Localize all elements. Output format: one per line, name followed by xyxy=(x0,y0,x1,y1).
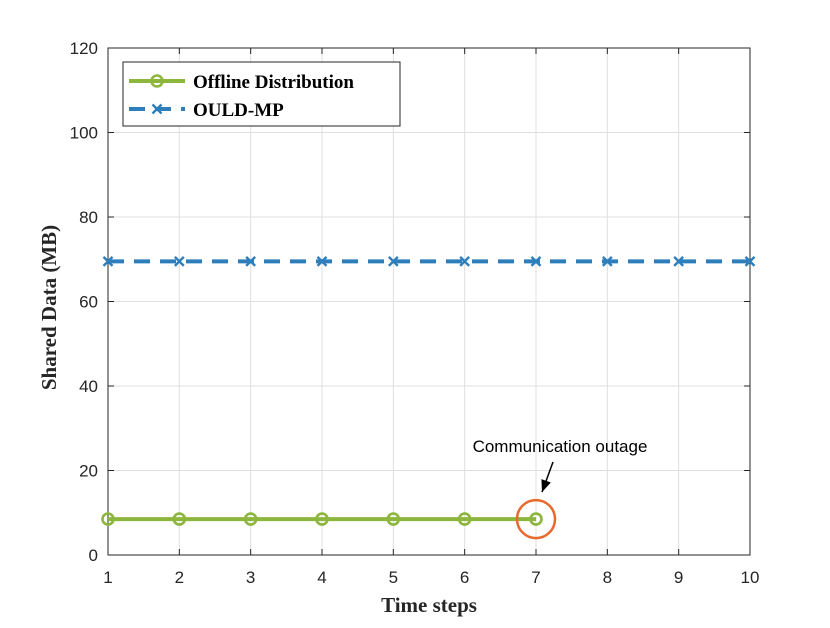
x-marker-stroke xyxy=(673,256,685,267)
y-axis-title: Shared Data (MB) xyxy=(37,225,61,390)
x-marker-stroke xyxy=(744,256,756,267)
x-marker-stroke xyxy=(530,256,542,267)
annotation-arrow-head xyxy=(541,479,551,493)
y-tick-label: 80 xyxy=(79,208,98,227)
legend: Offline Distribution OULD-MP xyxy=(122,61,401,127)
legend-entry: Offline Distribution xyxy=(129,72,354,93)
y-tick-label: 100 xyxy=(70,124,98,143)
legend-box xyxy=(122,61,401,127)
data-point xyxy=(744,256,756,267)
legend-marker xyxy=(151,103,163,115)
x-tick-label: 3 xyxy=(246,568,255,587)
legend-entry: OULD-MP xyxy=(129,100,284,121)
data-point xyxy=(530,256,542,267)
x-tick-label: 10 xyxy=(741,568,760,587)
data-point xyxy=(386,512,401,526)
y-tick-label: 40 xyxy=(79,377,98,396)
y-tick-label: 60 xyxy=(79,293,98,312)
x-marker-stroke xyxy=(102,256,114,267)
x-tick-label: 5 xyxy=(389,568,398,587)
x-axis-title: Time steps xyxy=(381,593,477,617)
x-marker-stroke xyxy=(601,256,613,267)
x-tick-label: 6 xyxy=(460,568,469,587)
x-marker-stroke xyxy=(459,256,471,267)
data-point xyxy=(315,512,329,526)
y-tick-label: 20 xyxy=(79,462,98,481)
y-tick-label: 120 xyxy=(70,39,98,58)
data-point xyxy=(673,256,685,267)
legend-label: Offline Distribution xyxy=(193,72,354,93)
data-point xyxy=(457,512,472,526)
data-point xyxy=(459,256,471,267)
outage-highlight-circle xyxy=(515,498,557,540)
x-tick-label: 2 xyxy=(175,568,184,587)
x-marker-stroke xyxy=(151,103,163,115)
series-ould-mp xyxy=(102,256,756,267)
data-point xyxy=(245,256,257,267)
series-layer xyxy=(101,256,756,526)
data-point xyxy=(101,512,115,526)
x-tick-label: 4 xyxy=(317,568,326,587)
data-point xyxy=(243,512,258,526)
data-point xyxy=(387,256,399,267)
annotation-layer: Communication outage xyxy=(473,437,648,540)
x-tick-label: 7 xyxy=(531,568,540,587)
x-marker-stroke xyxy=(245,256,257,267)
series-offline-distribution xyxy=(101,512,543,526)
annotation-label: Communication outage xyxy=(473,437,648,456)
x-marker-stroke xyxy=(316,256,328,267)
x-tick-label: 9 xyxy=(674,568,683,587)
legend-marker xyxy=(150,74,164,88)
data-point xyxy=(173,256,185,267)
legend-label: OULD-MP xyxy=(193,100,284,121)
x-tick-label: 1 xyxy=(103,568,112,587)
data-point xyxy=(102,256,114,267)
x-marker-stroke xyxy=(387,256,399,267)
data-point xyxy=(316,256,328,267)
y-tick-label: 0 xyxy=(89,546,98,565)
x-tick-label: 8 xyxy=(603,568,612,587)
x-marker-stroke xyxy=(173,256,185,267)
data-point xyxy=(601,256,613,267)
data-point xyxy=(172,512,187,526)
data-point xyxy=(529,512,543,526)
